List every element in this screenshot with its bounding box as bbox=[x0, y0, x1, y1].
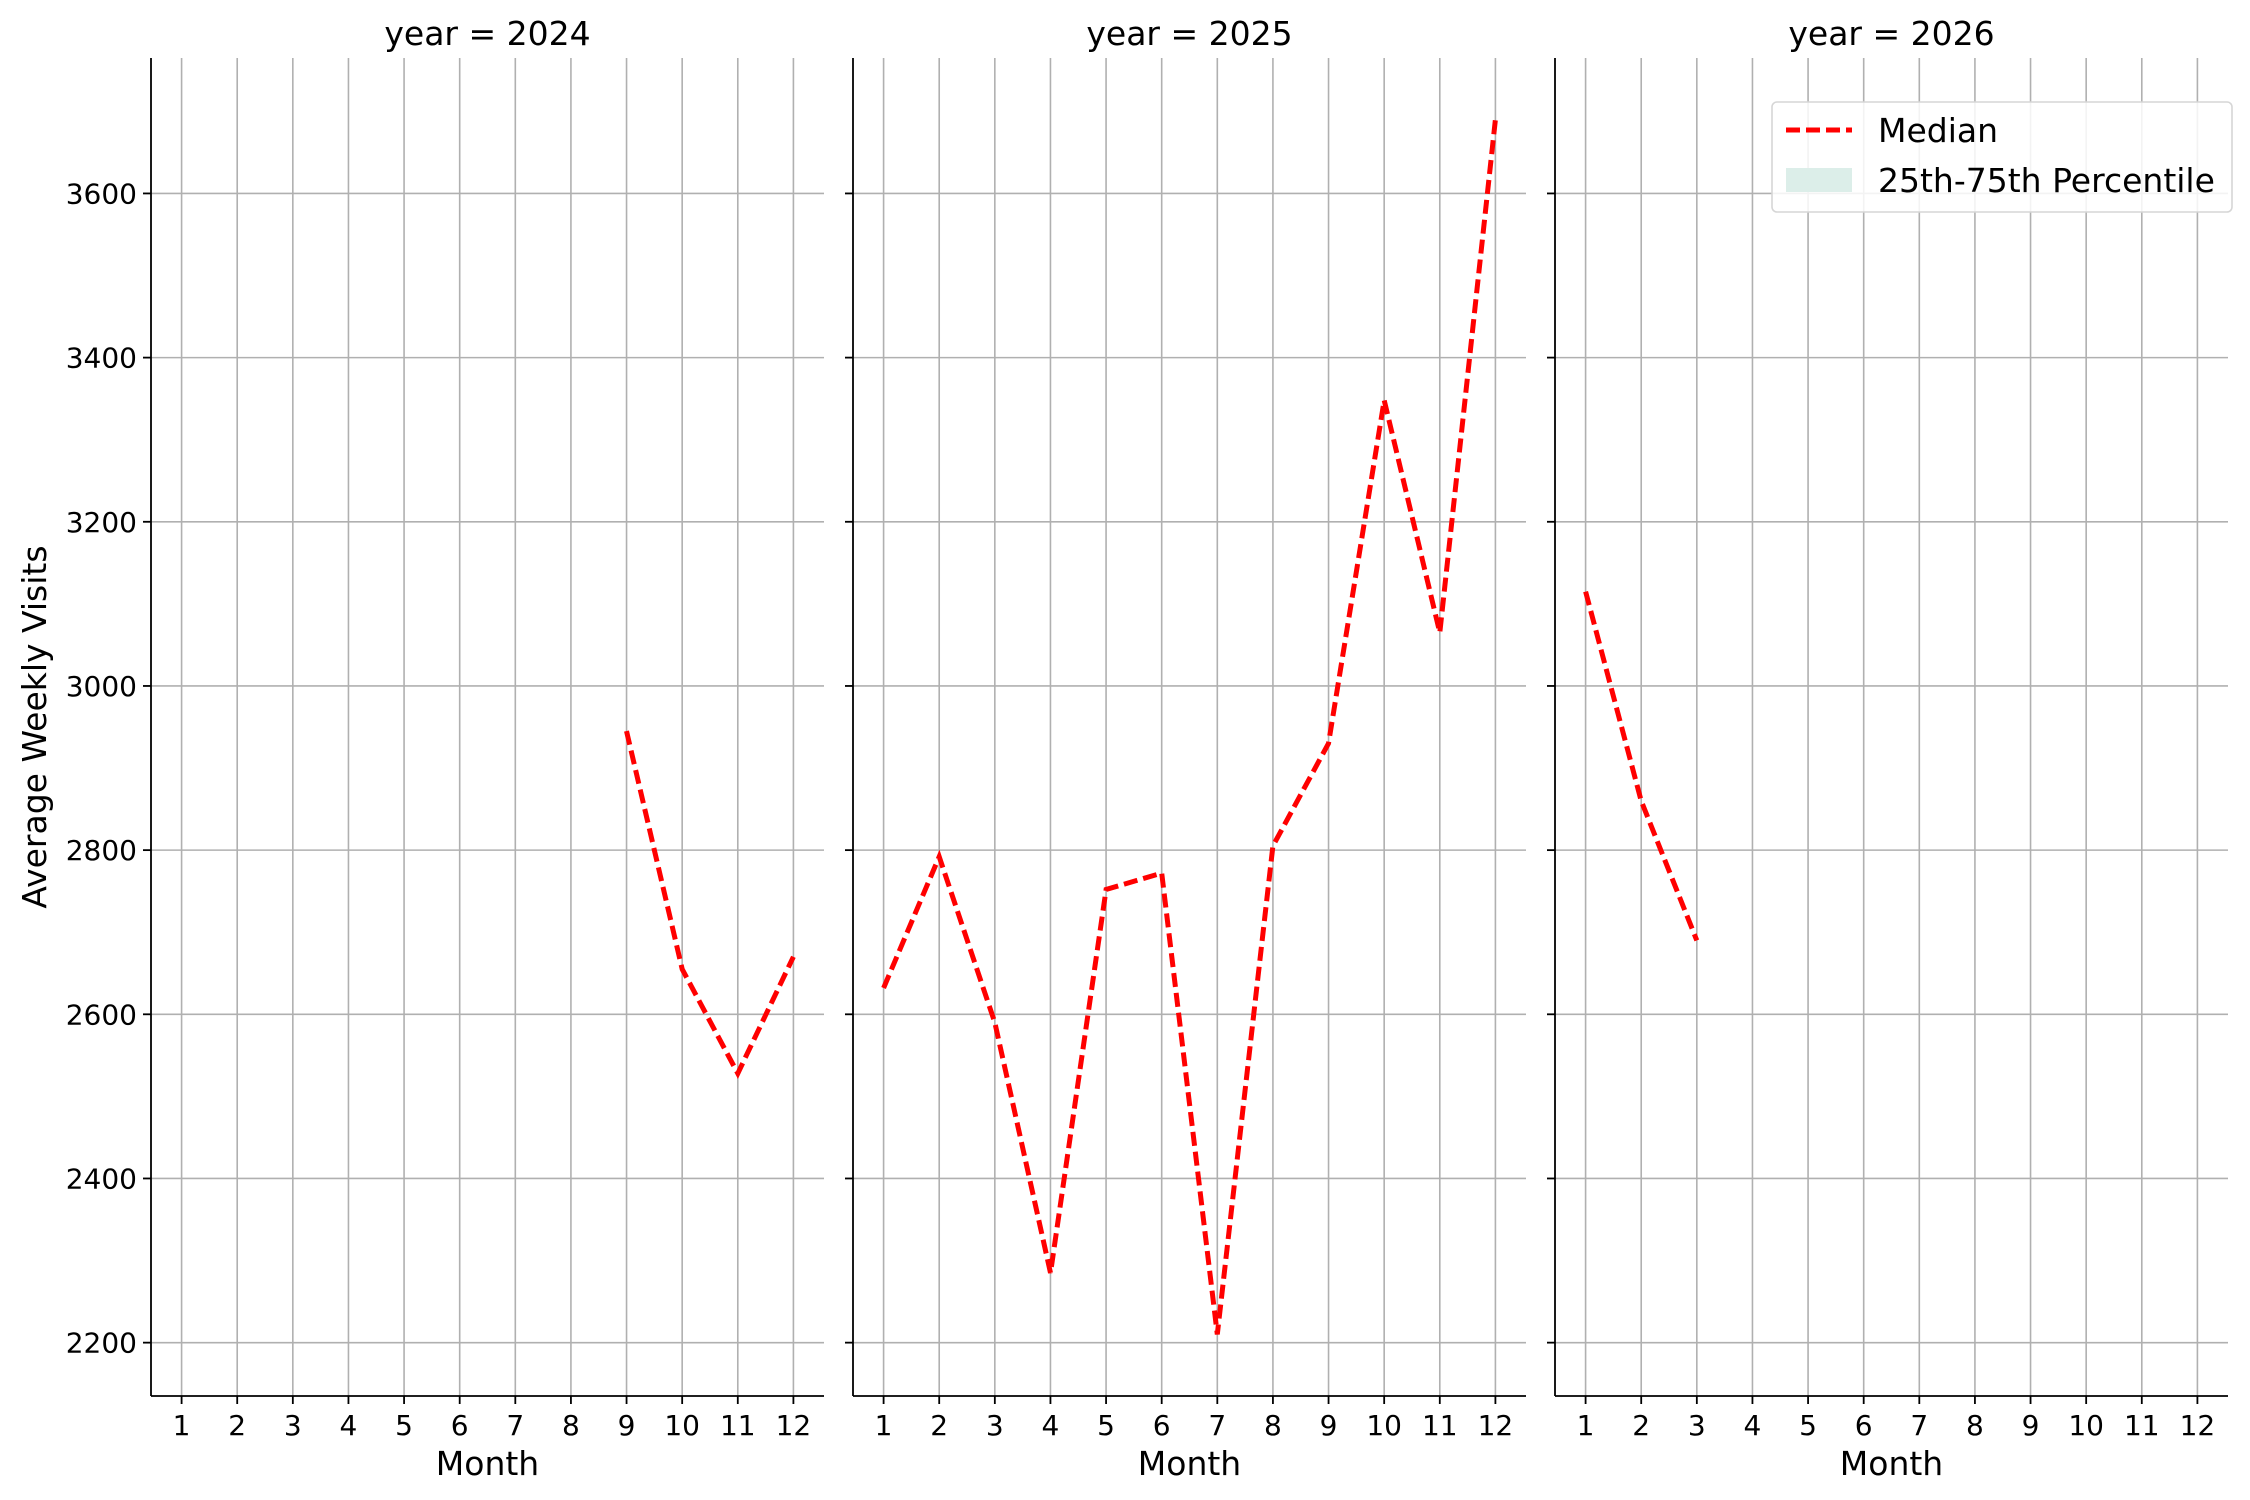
panel-2025: year = 2025 Month 1 2 3 4 5 6 7 8 9 10 11 12 bbox=[845, 14, 1526, 1483]
x-tick-label: 4 bbox=[1042, 1409, 1060, 1442]
y-tick-label: 3000 bbox=[66, 670, 137, 703]
x-axis-title-2025: Month bbox=[1138, 1444, 1241, 1483]
median-point-2025 bbox=[1384, 400, 1385, 401]
x-tick-label: 3 bbox=[1688, 1409, 1706, 1442]
x-tick-label: 7 bbox=[1208, 1409, 1226, 1442]
x-tick-label: 11 bbox=[2124, 1409, 2160, 1442]
panel-title-2024: year = 2024 bbox=[384, 14, 590, 53]
y-tick-label: 3200 bbox=[66, 506, 137, 539]
y-tick-label: 3600 bbox=[66, 177, 137, 210]
x-tick-label: 6 bbox=[1855, 1409, 1873, 1442]
median-point-2025 bbox=[1495, 119, 1496, 120]
x-tick-label: 6 bbox=[451, 1409, 469, 1442]
x-tick-label: 4 bbox=[1744, 1409, 1762, 1442]
x-tick-label: 1 bbox=[173, 1409, 191, 1442]
median-point-2025 bbox=[1106, 889, 1107, 890]
x-tick-label: 1 bbox=[875, 1409, 893, 1442]
x-tick-label: 8 bbox=[1966, 1409, 1984, 1442]
median-point-2026 bbox=[1585, 591, 1586, 592]
median-point-2024 bbox=[793, 956, 794, 957]
panel-title-2025: year = 2025 bbox=[1086, 14, 1292, 53]
x-tick-label: 2 bbox=[930, 1409, 948, 1442]
x-tick-label: 5 bbox=[395, 1409, 413, 1442]
x-tick-label: 10 bbox=[1366, 1409, 1402, 1442]
x-tick-label: 11 bbox=[1422, 1409, 1458, 1442]
panel-2026: year = 2026 Month 1 2 3 4 5 6 7 8 9 10 11 12 bbox=[1547, 14, 2228, 1483]
panel-2024: year = 2024 Month 1 2 3 4 5 6 7 8 9 10 11 122200240… bbox=[66, 14, 824, 1483]
median-point-2025 bbox=[1439, 632, 1440, 633]
y-tick-label: 2400 bbox=[66, 1162, 137, 1195]
legend-median-label: Median bbox=[1878, 111, 1998, 150]
median-point-2025 bbox=[939, 856, 940, 857]
y-tick-label: 2600 bbox=[66, 998, 137, 1031]
median-point-2024 bbox=[737, 1073, 738, 1074]
x-tick-label: 2 bbox=[1632, 1409, 1650, 1442]
x-tick-label: 8 bbox=[562, 1409, 580, 1442]
median-point-2025 bbox=[1050, 1272, 1051, 1273]
x-tick-label: 9 bbox=[618, 1409, 636, 1442]
median-point-2026 bbox=[1696, 940, 1697, 941]
x-tick-label: 2 bbox=[228, 1409, 246, 1442]
x-tick-label: 3 bbox=[284, 1409, 302, 1442]
median-point-2026 bbox=[1641, 800, 1642, 801]
x-tick-label: 7 bbox=[506, 1409, 524, 1442]
y-tick-label: 2800 bbox=[66, 834, 137, 867]
x-tick-label: 12 bbox=[776, 1409, 812, 1442]
median-point-2025 bbox=[1328, 743, 1329, 744]
median-line-2026 bbox=[1583, 590, 1700, 942]
y-tick-label: 2200 bbox=[66, 1327, 137, 1360]
x-tick-label: 9 bbox=[2022, 1409, 2040, 1442]
x-tick-label: 9 bbox=[1320, 1409, 1338, 1442]
legend-percentile-swatch bbox=[1786, 168, 1852, 192]
panel-title-2026: year = 2026 bbox=[1788, 14, 1994, 53]
median-point-2025 bbox=[994, 1022, 995, 1023]
x-tick-label: 5 bbox=[1799, 1409, 1817, 1442]
x-tick-label: 4 bbox=[340, 1409, 358, 1442]
x-tick-label: 10 bbox=[664, 1409, 700, 1442]
median-point-2025 bbox=[1217, 1334, 1218, 1335]
median-point-2025 bbox=[1272, 846, 1273, 847]
legend-percentile-label: 25th-75th Percentile bbox=[1878, 161, 2215, 200]
x-tick-label: 1 bbox=[1577, 1409, 1595, 1442]
y-tick-label: 3400 bbox=[66, 342, 137, 375]
median-point-2024 bbox=[626, 731, 627, 732]
x-tick-label: 3 bbox=[986, 1409, 1004, 1442]
legend-frame bbox=[1771, 101, 2233, 213]
median-line-2025 bbox=[881, 119, 1498, 1335]
x-tick-label: 12 bbox=[2180, 1409, 2216, 1442]
y-axis-title: Average Weekly Visits bbox=[15, 545, 54, 908]
x-tick-label: 12 bbox=[1478, 1409, 1514, 1442]
x-axis-title-2024: Month bbox=[436, 1444, 539, 1483]
x-tick-label: 8 bbox=[1264, 1409, 1282, 1442]
legend: Median 25th-75th Percentile bbox=[1771, 101, 2233, 213]
x-axis-title-2026: Month bbox=[1840, 1444, 1943, 1483]
median-line-2024 bbox=[624, 730, 796, 1079]
median-point-2025 bbox=[883, 988, 884, 989]
x-tick-label: 11 bbox=[720, 1409, 756, 1442]
x-tick-label: 10 bbox=[2068, 1409, 2104, 1442]
x-tick-label: 6 bbox=[1153, 1409, 1171, 1442]
median-point-2024 bbox=[682, 969, 683, 970]
x-tick-label: 5 bbox=[1097, 1409, 1115, 1442]
x-tick-label: 7 bbox=[1910, 1409, 1928, 1442]
median-point-2025 bbox=[1161, 873, 1162, 874]
